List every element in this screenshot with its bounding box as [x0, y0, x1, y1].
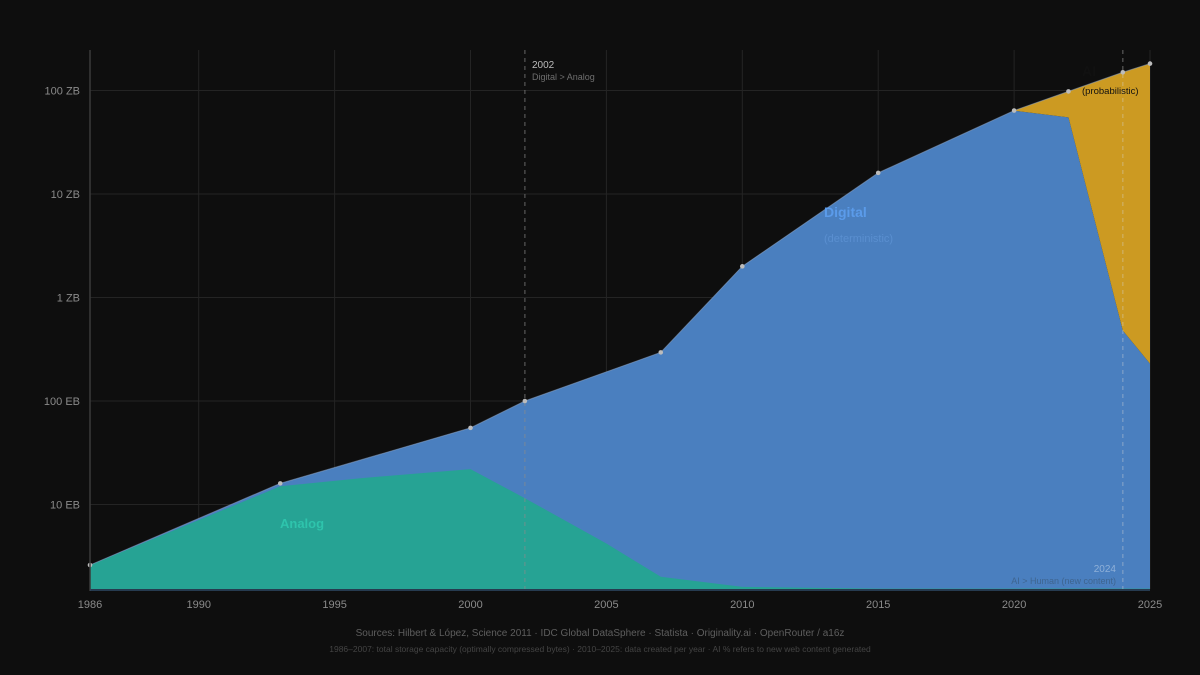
ai-area [1014, 63, 1150, 364]
ai-label: AI [1082, 63, 1096, 79]
analog-area [90, 469, 1150, 589]
data-marker [875, 170, 881, 176]
ai-sublabel: (probabilistic) [1082, 86, 1139, 97]
digital-area [90, 110, 1150, 589]
x-tick-label: 1990 [186, 599, 210, 611]
analog-label: Analog [280, 516, 324, 531]
data-marker [1120, 69, 1126, 75]
data-marker [277, 481, 283, 486]
methodology-footnote: 1986–2007: total storage capacity (optim… [329, 644, 871, 654]
y-tick-label: 10 EB [50, 500, 80, 512]
y-tick-label: 1 ZB [57, 293, 80, 305]
x-tick-label: 1995 [322, 599, 346, 611]
x-tick-label: 2010 [730, 599, 754, 611]
x-tick-label: 2005 [594, 599, 618, 611]
data-markers [87, 61, 1153, 568]
axes: 10 EB 100 EB 1 ZB 10 ZB 100 ZB 1986 1990 1995 20… [44, 50, 1162, 611]
data-marker [658, 350, 664, 355]
y-tick-label: 100 ZB [45, 86, 80, 98]
annotation-2024-year: 2024 [1094, 564, 1117, 575]
digital-label: Digital [824, 204, 867, 220]
x-tick-label: 2020 [1002, 599, 1026, 611]
data-marker [1066, 89, 1071, 94]
sources-footnote: Sources: Hilbert & López, Science 2011 ·… [355, 628, 845, 639]
data-marker [1011, 108, 1017, 113]
annotation-2002-text: Digital > Analog [532, 72, 595, 82]
x-tick-label: 2025 [1138, 599, 1162, 611]
stacked-areas [89, 63, 1151, 589]
data-marker [468, 425, 473, 431]
x-tick-label: 2015 [866, 599, 890, 611]
annotation-lines [524, 50, 1124, 589]
data-marker [1147, 61, 1153, 66]
data-marker [740, 264, 745, 269]
y-tick-label: 100 EB [44, 396, 80, 408]
data-marker [522, 398, 528, 404]
annotation-2024-text: AI > Human (new content) [1011, 576, 1116, 586]
x-tick-label: 2000 [458, 599, 482, 611]
y-tick-label: 10 ZB [51, 189, 80, 201]
x-tick-label: 1986 [78, 599, 102, 611]
annotation-2002-year: 2002 [532, 60, 555, 71]
digital-sublabel: (deterministic) [824, 233, 893, 245]
